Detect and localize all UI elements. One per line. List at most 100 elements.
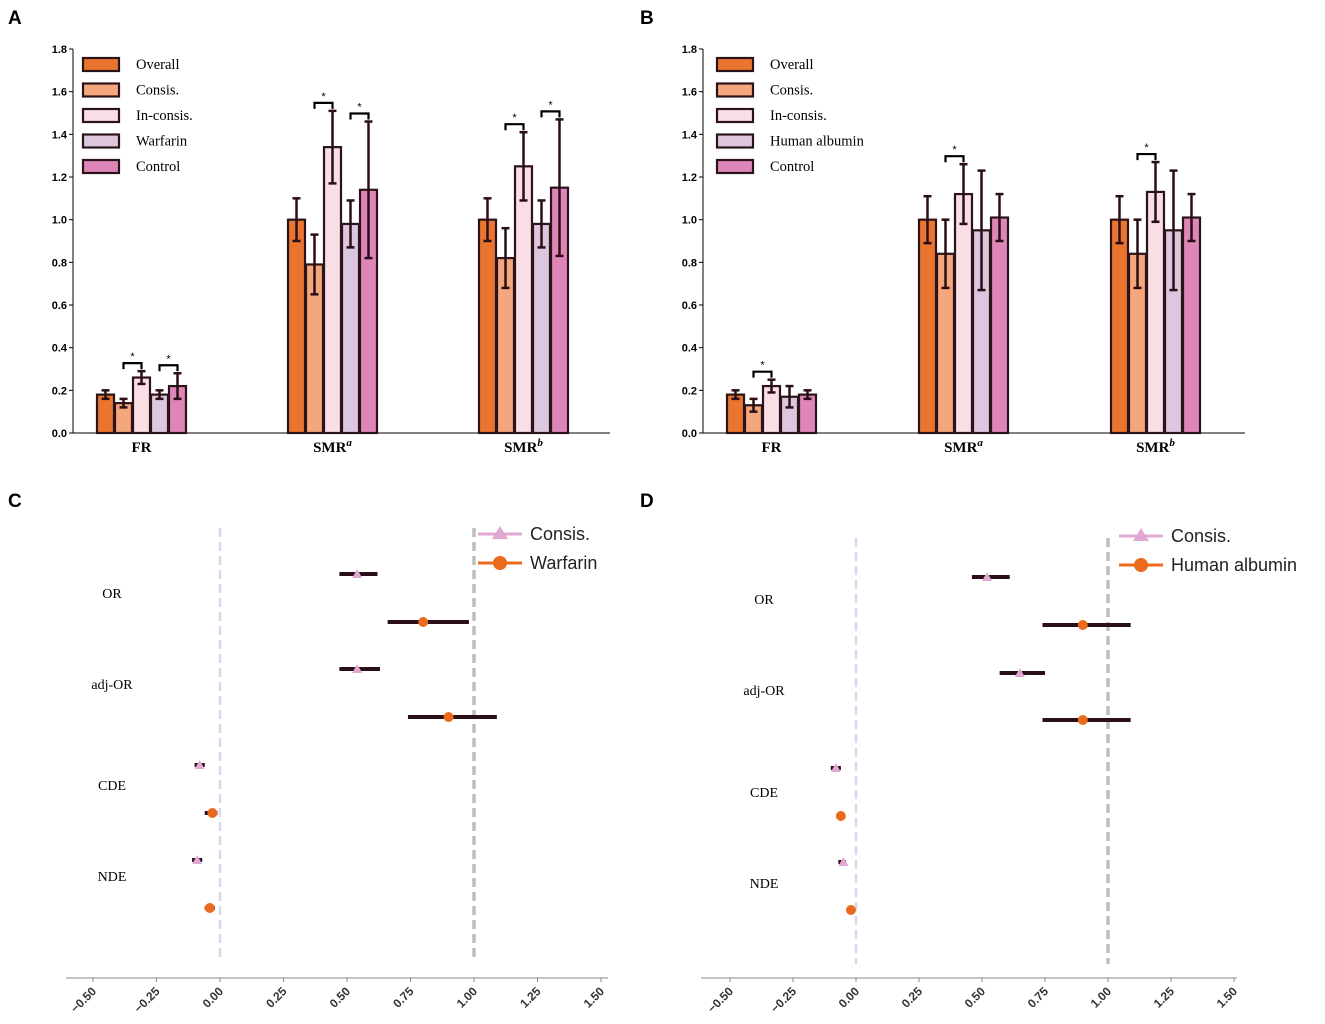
category-superscript: a: [346, 437, 352, 449]
bar: [725, 393, 746, 435]
category-superscript: b: [1169, 437, 1175, 449]
x-tick-label: 1.25: [1151, 984, 1178, 1011]
point-circle: [1077, 715, 1088, 725]
point-circle: [204, 903, 215, 913]
legend-swatch: [715, 133, 755, 149]
significance-bracket: [540, 110, 561, 118]
significance-bracket: [313, 101, 334, 109]
x-tick-label: 0.50: [962, 984, 989, 1011]
significance-star: *: [357, 102, 362, 114]
legend-label: Overall: [770, 57, 813, 73]
y-tick-label: 1.6: [682, 87, 697, 99]
point-triangle: [982, 572, 993, 581]
significance-bracket: [752, 370, 773, 378]
legend-swatch: [715, 107, 755, 124]
y-tick-label: 0.6: [682, 300, 697, 312]
x-tick-label: 0.00: [200, 984, 227, 1011]
legend-swatch: [81, 107, 121, 124]
y-tick-label: 1.8: [52, 44, 67, 56]
y-tick-label: 1.4: [52, 129, 68, 141]
y-tick-label: 0.8: [52, 257, 67, 269]
x-tick-label: 1.50: [581, 984, 608, 1011]
point-triangle: [838, 857, 849, 866]
bar: [131, 376, 152, 435]
y-tick-label: 1.8: [682, 44, 697, 56]
forest-panel-C: C −0.50 −0.25 0.00 0.25 0.50 0.75 1.00 1.25 1.50 O…: [8, 491, 608, 1016]
category-label: FR: [762, 440, 782, 456]
panel-label: B: [640, 8, 654, 29]
point-triangle: [192, 855, 203, 864]
category-label: FR: [132, 440, 152, 456]
x-tick-label: 0.25: [899, 984, 926, 1011]
y-tick-label: 1.2: [52, 172, 67, 184]
legend-label: Consis.: [530, 524, 590, 544]
panel-label: D: [640, 491, 654, 512]
legend-triangle: [1133, 528, 1149, 541]
x-tick-label: −0.50: [68, 984, 100, 1016]
bar: [477, 218, 498, 435]
significance-star: *: [548, 99, 553, 111]
significance-star: *: [321, 91, 326, 103]
y-tick-label: 0.6: [52, 300, 67, 312]
point-triangle: [194, 760, 205, 769]
bar: [531, 222, 552, 435]
panel-label: A: [8, 8, 22, 29]
row-label: CDE: [98, 779, 126, 794]
x-tick-label: 1.50: [1214, 984, 1241, 1011]
significance-bracket: [349, 112, 370, 120]
point-triangle: [352, 569, 363, 578]
bar-panel-A: A 0.0 0.2 0.4 0.6 0.8 1.0 1.2 1.4 1.6 1.8 * * * * * * FR S…: [8, 8, 610, 456]
point-triangle: [830, 763, 841, 772]
significance-star: *: [760, 360, 765, 372]
forest-panel-D: D −0.50 −0.25 0.00 0.25 0.50 0.75 1.00 1.25 1.50 O…: [640, 491, 1297, 1016]
y-tick-label: 0.2: [52, 385, 67, 397]
y-tick-label: 1.6: [52, 87, 67, 99]
bar-panel-B: B 0.0 0.2 0.4 0.6 0.8 1.0 1.2 1.4 1.6 1.8 * * * FR SMRa…: [640, 8, 1245, 456]
legend-circle: [1134, 558, 1148, 572]
bar: [1181, 216, 1202, 435]
legend-circle: [493, 556, 507, 570]
legend-triangle: [492, 526, 508, 539]
bar: [1109, 218, 1130, 435]
legend-label: Consis.: [1171, 526, 1231, 546]
legend-label: In-consis.: [136, 108, 193, 124]
significance-star: *: [166, 353, 171, 365]
legend-label: Warfarin: [530, 553, 597, 573]
x-tick-label: 0.00: [836, 984, 863, 1011]
category-label: SMRb: [1136, 437, 1175, 456]
bar: [149, 393, 170, 435]
significance-bracket: [158, 364, 179, 372]
significance-bracket: [944, 155, 965, 163]
legend-swatch: [715, 158, 755, 175]
y-tick-label: 1.2: [682, 172, 697, 184]
x-tick-label: 1.00: [1088, 984, 1115, 1011]
y-tick-label: 1.0: [682, 215, 697, 227]
bar: [989, 216, 1010, 435]
category-superscript: a: [977, 437, 983, 449]
legend-swatch: [715, 56, 755, 73]
x-tick-label: 1.25: [517, 984, 544, 1011]
legend-label: Control: [770, 159, 814, 175]
row-label: adj-OR: [743, 684, 785, 699]
legend-label: In-consis.: [770, 108, 827, 124]
point-circle: [443, 712, 454, 722]
point-circle: [1077, 620, 1088, 630]
point-circle: [835, 811, 846, 821]
point-circle: [418, 617, 429, 627]
legend-label: Consis.: [136, 83, 179, 99]
bar: [286, 218, 307, 435]
panel-label: C: [8, 491, 22, 512]
x-tick-label: −0.25: [131, 984, 163, 1016]
y-tick-label: 0.2: [682, 385, 697, 397]
row-label: NDE: [98, 870, 127, 885]
x-tick-label: −0.25: [768, 984, 800, 1016]
row-label: NDE: [750, 877, 779, 892]
legend-label: Warfarin: [136, 134, 188, 150]
category-label: SMRb: [504, 437, 543, 456]
category-label: SMRa: [944, 437, 983, 456]
y-tick-label: 0.4: [52, 343, 68, 355]
point-triangle: [1014, 668, 1025, 677]
bar: [953, 192, 974, 435]
x-tick-label: 1.00: [454, 984, 481, 1011]
point-circle: [207, 808, 218, 818]
